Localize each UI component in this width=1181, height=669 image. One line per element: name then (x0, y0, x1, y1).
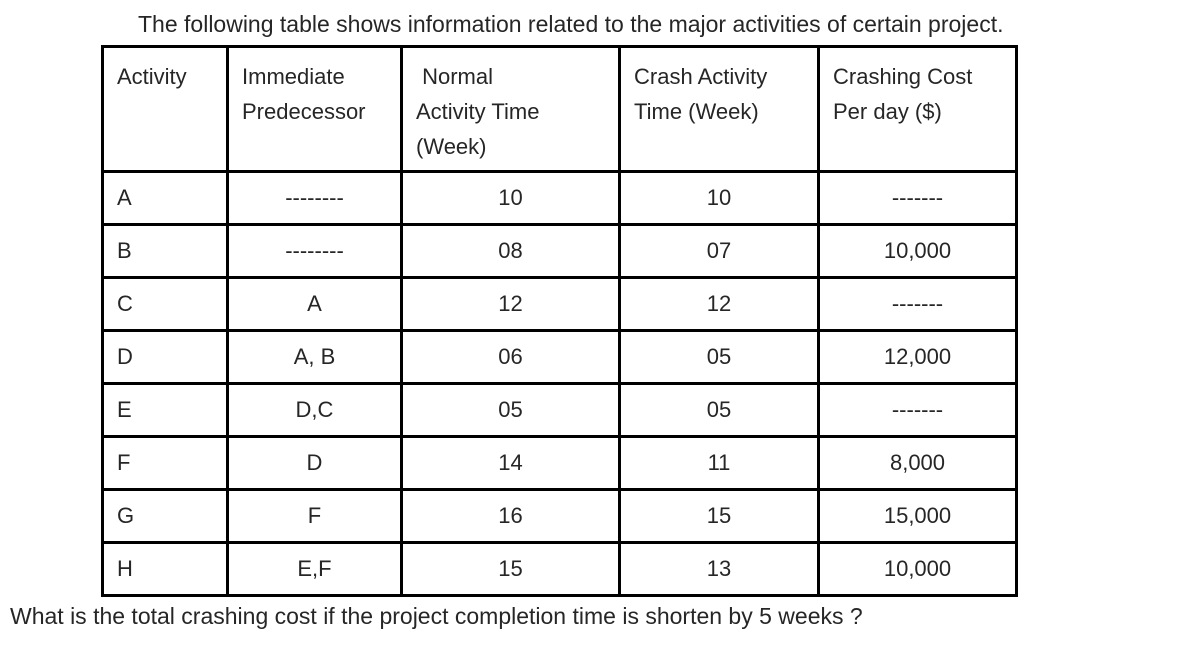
cell-normal-time: 06 (400, 329, 621, 385)
table-row: B -------- 08 07 10,000 (101, 223, 1018, 279)
cell-normal-time: 12 (400, 276, 621, 332)
table-row: C A 12 12 ------- (101, 276, 1018, 332)
table-row: G F 16 15 15,000 (101, 488, 1018, 544)
table-row: F D 14 11 8,000 (101, 435, 1018, 491)
cell-crash-cost: 10,000 (817, 223, 1018, 279)
cell-predecessor: A, B (226, 329, 403, 385)
cell-activity: G (101, 488, 229, 544)
header-immediate-predecessor: Immediate Predecessor (226, 45, 403, 173)
header-normal-activity-time: Normal Activity Time (Week) (400, 45, 621, 173)
cell-normal-time: 16 (400, 488, 621, 544)
header-activity: Activity (101, 45, 229, 173)
cell-crash-time: 05 (618, 329, 820, 385)
table-header-row: Activity Immediate Predecessor Normal Ac… (101, 45, 1018, 173)
cell-crash-cost: 12,000 (817, 329, 1018, 385)
cell-predecessor: -------- (226, 223, 403, 279)
cell-predecessor: F (226, 488, 403, 544)
question-text: What is the total crashing cost if the p… (10, 603, 863, 629)
cell-activity: E (101, 382, 229, 438)
cell-crash-cost: ------- (817, 382, 1018, 438)
cell-crash-time: 11 (618, 435, 820, 491)
cell-crash-cost: ------- (817, 276, 1018, 332)
cell-crash-time: 05 (618, 382, 820, 438)
cell-predecessor: A (226, 276, 403, 332)
cell-activity: D (101, 329, 229, 385)
cell-activity: H (101, 541, 229, 597)
cell-predecessor: E,F (226, 541, 403, 597)
cell-normal-time: 10 (400, 170, 621, 226)
table-row: E D,C 05 05 ------- (101, 382, 1018, 438)
cell-normal-time: 14 (400, 435, 621, 491)
cell-crash-time: 07 (618, 223, 820, 279)
cell-crash-time: 10 (618, 170, 820, 226)
cell-normal-time: 05 (400, 382, 621, 438)
cell-activity: C (101, 276, 229, 332)
cell-normal-time: 08 (400, 223, 621, 279)
cell-crash-cost: 10,000 (817, 541, 1018, 597)
header-crash-activity-time: Crash Activity Time (Week) (618, 45, 820, 173)
table-row: A -------- 10 10 ------- (101, 170, 1018, 226)
header-crashing-cost: Crashing Cost Per day ($) (817, 45, 1018, 173)
table-row: D A, B 06 05 12,000 (101, 329, 1018, 385)
cell-crash-cost: 15,000 (817, 488, 1018, 544)
cell-normal-time: 15 (400, 541, 621, 597)
cell-predecessor: -------- (226, 170, 403, 226)
cell-crash-cost: 8,000 (817, 435, 1018, 491)
table-row: H E,F 15 13 10,000 (101, 541, 1018, 597)
cell-crash-time: 15 (618, 488, 820, 544)
cell-predecessor: D,C (226, 382, 403, 438)
cell-crash-time: 13 (618, 541, 820, 597)
cell-activity: B (101, 223, 229, 279)
activities-table: Activity Immediate Predecessor Normal Ac… (101, 45, 1018, 597)
cell-activity: A (101, 170, 229, 226)
cell-crash-time: 12 (618, 276, 820, 332)
cell-activity: F (101, 435, 229, 491)
cell-predecessor: D (226, 435, 403, 491)
cell-crash-cost: ------- (817, 170, 1018, 226)
page-title: The following table shows information re… (138, 11, 1004, 37)
